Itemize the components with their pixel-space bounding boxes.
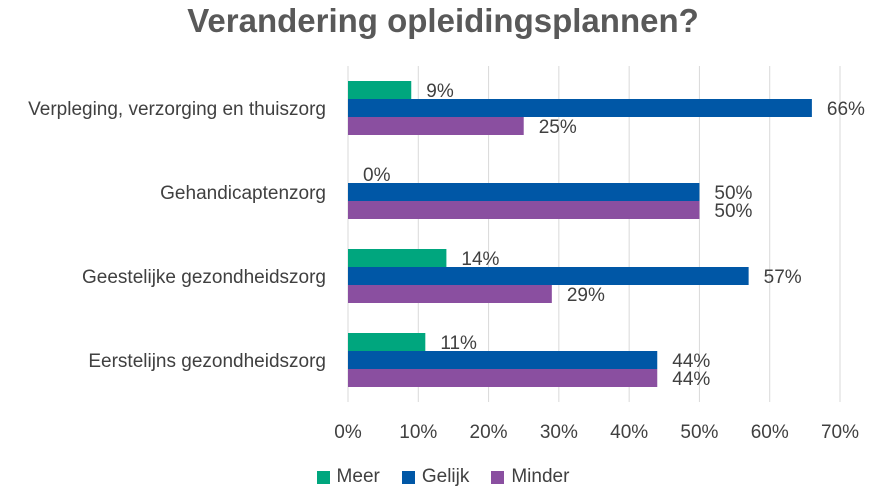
x-tick-label: 0% [334, 422, 362, 443]
bar-gelijk [348, 99, 812, 117]
x-tick-label: 30% [540, 422, 578, 443]
x-tick-label: 20% [470, 422, 508, 443]
x-tick-label: 60% [751, 422, 789, 443]
legend: Meer Gelijk Minder [0, 466, 886, 488]
data-label: 9% [426, 81, 454, 102]
data-label: 29% [567, 285, 605, 306]
bar-meer [348, 81, 412, 99]
legend-item-meer: Meer [316, 466, 380, 488]
x-tick-label: 10% [399, 422, 437, 443]
legend-swatch-gelijk [401, 470, 415, 484]
x-tick-label: 70% [821, 422, 859, 443]
bar-minder [348, 285, 552, 303]
legend-item-gelijk: Gelijk [401, 466, 470, 488]
chart-title: Verandering opleidingsplannen? [187, 2, 699, 39]
bar-gelijk [348, 267, 749, 285]
data-label: 44% [672, 369, 710, 390]
labels: 0% 10% 20% 30% 40% 50% 60% 70% Verpleging, verzo… [28, 81, 865, 443]
data-label: 11% [440, 333, 477, 354]
legend-label-minder: Minder [511, 466, 570, 487]
data-label: 50% [714, 183, 752, 204]
data-label: 50% [714, 201, 752, 222]
legend-swatch-minder [491, 470, 505, 484]
category-label: Verpleging, verzorging en thuiszorg [28, 99, 326, 120]
bar-meer [348, 333, 426, 351]
data-label: 14% [461, 249, 499, 270]
data-label: 66% [827, 99, 865, 120]
bars [348, 81, 812, 387]
category-label: Gehandicaptenzorg [160, 183, 326, 204]
legend-swatch-meer [316, 470, 330, 484]
legend-label-gelijk: Gelijk [421, 466, 470, 487]
x-tick-label: 40% [610, 422, 648, 443]
data-label: 44% [672, 351, 710, 372]
legend-item-minder: Minder [491, 466, 569, 488]
x-tick-label: 50% [680, 422, 718, 443]
data-label: 0% [363, 165, 391, 186]
data-label: 25% [539, 117, 577, 138]
bar-gelijk [348, 183, 700, 201]
bar-meer [348, 249, 447, 267]
bar-minder [348, 369, 658, 387]
category-label: Geestelijke gezondheidszorg [82, 267, 326, 288]
data-label: 57% [764, 267, 802, 288]
bar-gelijk [348, 351, 658, 369]
bar-minder [348, 201, 700, 219]
legend-label-meer: Meer [336, 466, 380, 487]
category-label: Eerstelijns gezondheidszorg [88, 351, 326, 372]
bar-minder [348, 117, 524, 135]
